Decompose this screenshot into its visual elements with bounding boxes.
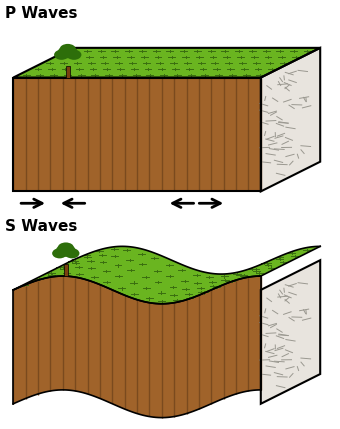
Polygon shape	[261, 48, 320, 191]
Ellipse shape	[58, 247, 73, 257]
Ellipse shape	[59, 44, 76, 54]
Ellipse shape	[58, 47, 70, 56]
Ellipse shape	[54, 50, 69, 60]
Polygon shape	[13, 276, 261, 417]
Ellipse shape	[56, 246, 69, 255]
Ellipse shape	[65, 248, 80, 258]
Ellipse shape	[67, 50, 81, 60]
Ellipse shape	[65, 47, 78, 56]
Ellipse shape	[58, 242, 74, 253]
Polygon shape	[13, 48, 320, 78]
FancyBboxPatch shape	[66, 66, 70, 78]
Ellipse shape	[52, 248, 67, 258]
Polygon shape	[13, 78, 261, 191]
FancyBboxPatch shape	[64, 264, 68, 276]
Ellipse shape	[63, 246, 76, 255]
Ellipse shape	[60, 48, 75, 58]
Text: P Waves: P Waves	[5, 6, 78, 21]
Polygon shape	[13, 246, 320, 304]
Polygon shape	[261, 260, 320, 404]
Text: S Waves: S Waves	[5, 218, 78, 233]
